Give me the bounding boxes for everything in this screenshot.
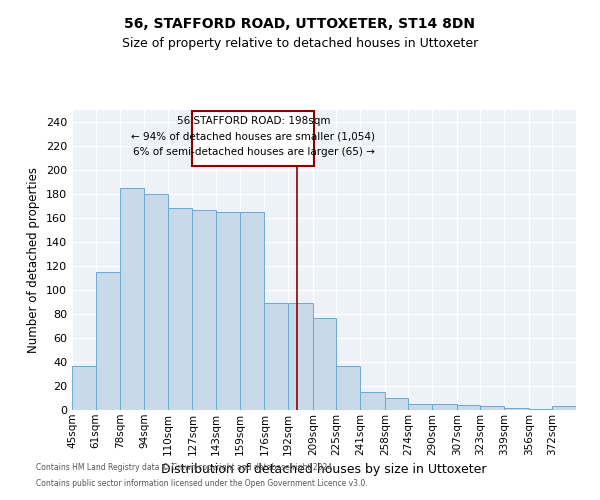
Bar <box>553 406 576 410</box>
Bar <box>481 406 504 410</box>
Bar <box>313 318 337 410</box>
Bar <box>144 194 167 410</box>
Bar <box>239 212 265 410</box>
Bar <box>193 111 314 166</box>
Bar <box>409 404 432 410</box>
Bar <box>337 366 360 410</box>
Text: ← 94% of detached houses are smaller (1,054): ← 94% of detached houses are smaller (1,… <box>131 132 376 141</box>
Bar <box>193 210 216 410</box>
Bar <box>265 303 288 410</box>
Text: 56, STAFFORD ROAD, UTTOXETER, ST14 8DN: 56, STAFFORD ROAD, UTTOXETER, ST14 8DN <box>125 18 476 32</box>
Bar <box>72 366 95 410</box>
Bar <box>385 398 409 410</box>
Bar <box>121 188 144 410</box>
Text: Contains public sector information licensed under the Open Government Licence v3: Contains public sector information licen… <box>36 478 368 488</box>
Y-axis label: Number of detached properties: Number of detached properties <box>28 167 40 353</box>
Bar <box>95 272 121 410</box>
Text: Contains HM Land Registry data © Crown copyright and database right 2024.: Contains HM Land Registry data © Crown c… <box>36 464 335 472</box>
Text: Size of property relative to detached houses in Uttoxeter: Size of property relative to detached ho… <box>122 38 478 51</box>
X-axis label: Distribution of detached houses by size in Uttoxeter: Distribution of detached houses by size … <box>161 463 487 476</box>
Bar <box>457 405 481 410</box>
Bar <box>216 212 239 410</box>
Bar <box>288 303 313 410</box>
Bar <box>360 392 385 410</box>
Bar <box>504 408 529 410</box>
Bar <box>167 208 193 410</box>
Text: 6% of semi-detached houses are larger (65) →: 6% of semi-detached houses are larger (6… <box>133 147 374 157</box>
Text: 56 STAFFORD ROAD: 198sqm: 56 STAFFORD ROAD: 198sqm <box>177 116 330 126</box>
Bar <box>432 404 457 410</box>
Bar <box>529 409 553 410</box>
